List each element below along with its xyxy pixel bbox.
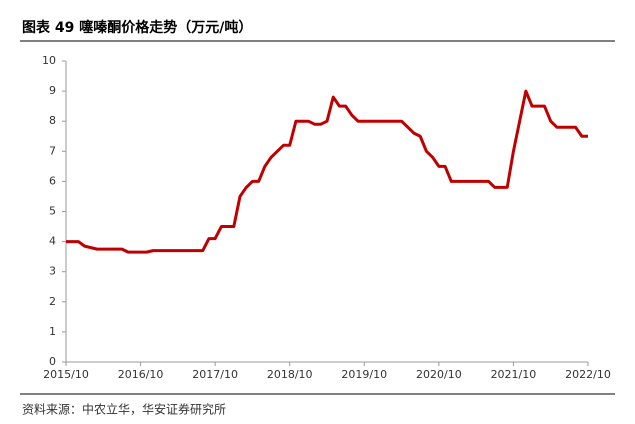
- x-tick-label: 2022/10: [565, 368, 611, 381]
- x-tick-label: 2016/10: [118, 368, 164, 381]
- y-tick-label: 2: [49, 295, 56, 308]
- y-tick-label: 8: [49, 114, 56, 127]
- y-tick-label: 10: [42, 54, 56, 67]
- y-tick-label: 7: [49, 144, 56, 157]
- x-tick-label: 2020/10: [416, 368, 462, 381]
- y-tick-label: 4: [49, 235, 56, 248]
- y-tick-label: 6: [49, 174, 56, 187]
- y-tick-label: 5: [49, 205, 56, 218]
- y-tick-label: 3: [49, 265, 56, 278]
- price-line: [66, 89, 588, 254]
- x-tick-label: 2021/10: [491, 368, 537, 381]
- x-tick-label: 2018/10: [267, 368, 313, 381]
- y-tick-label: 9: [49, 84, 56, 97]
- chart-title: 图表 49 噻嗪酮价格走势（万元/吨）: [22, 19, 252, 36]
- x-tick-label: 2015/10: [43, 368, 89, 381]
- source: 资料来源：中农立华，华安证券研究所: [22, 402, 226, 417]
- x-tick-label: 2017/10: [192, 368, 238, 381]
- x-tick-label: 2019/10: [341, 368, 387, 381]
- y-tick-label: 0: [49, 355, 56, 368]
- y-tick-label: 1: [49, 325, 56, 338]
